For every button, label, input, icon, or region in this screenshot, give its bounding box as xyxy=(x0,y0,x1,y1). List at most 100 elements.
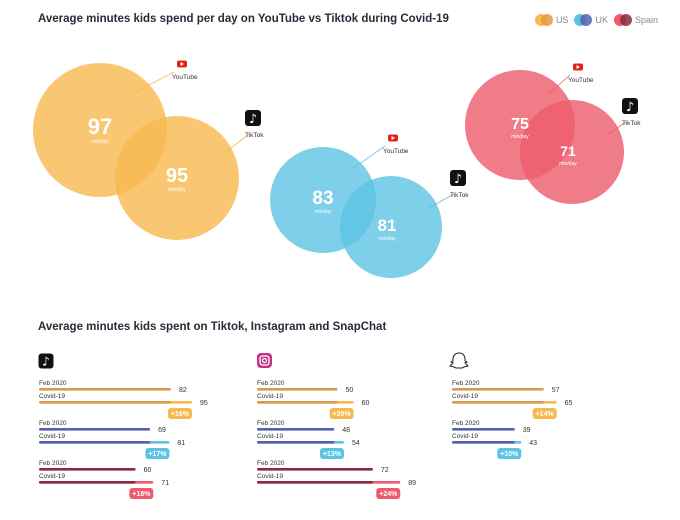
row-label: Feb 2020 xyxy=(39,460,67,467)
legend-swatch-spain xyxy=(613,14,632,26)
bar-covid-19-baseline xyxy=(257,401,338,404)
tiktok-glyph: ♪ xyxy=(454,172,462,187)
leader-line xyxy=(133,71,175,94)
row-label: Feb 2020 xyxy=(452,420,480,427)
bar-covid-19-baseline xyxy=(39,481,136,484)
legend-label: US xyxy=(555,15,569,25)
bar-feb-2020 xyxy=(452,388,544,391)
bar-covid-19-baseline xyxy=(452,401,544,404)
legend-swatch-uk xyxy=(574,14,593,26)
unit-label: min/day xyxy=(378,236,396,242)
instagram-glyph xyxy=(261,357,268,364)
value-feb-2020: 72 xyxy=(381,467,389,474)
chart-title-bars: Average minutes kids spent on Tiktok, In… xyxy=(38,321,387,333)
value-youtube: 97 xyxy=(88,114,112,139)
instagram-icon xyxy=(257,353,272,368)
change-badge xyxy=(497,448,522,459)
chart-title-venn: Average minutes kids spend per day on Yo… xyxy=(38,13,449,25)
value-feb-2020: 48 xyxy=(342,427,350,434)
venn-circle-tiktok-uk xyxy=(340,176,442,278)
bar-feb-2020 xyxy=(39,428,151,431)
change-label: +14% xyxy=(536,411,555,418)
youtube-label: YouTube xyxy=(568,77,594,84)
change-badge xyxy=(145,448,170,459)
value-covid-19: 89 xyxy=(408,480,416,487)
legend-uk: UK xyxy=(574,14,608,26)
unit-label: min/day xyxy=(314,209,332,215)
bar-feb-2020 xyxy=(257,428,335,431)
value-youtube: 75 xyxy=(511,116,529,133)
bar-feb-2020 xyxy=(39,388,172,391)
tiktok-glyph: ♪ xyxy=(626,100,634,115)
row-label: Feb 2020 xyxy=(257,460,285,467)
bar-covid-19-baseline xyxy=(452,441,515,444)
value-feb-2020: 57 xyxy=(552,387,560,394)
change-badge xyxy=(532,408,557,419)
row-label: Feb 2020 xyxy=(39,380,67,387)
legend-label: Spain xyxy=(634,15,658,25)
legend: US UK Spain xyxy=(534,14,658,26)
legend-label: UK xyxy=(595,15,608,25)
row-label: Feb 2020 xyxy=(257,420,285,427)
leader-line xyxy=(547,74,571,96)
row-label: Covid-19 xyxy=(39,433,65,440)
change-label: +17% xyxy=(148,451,167,458)
snapchat-icon xyxy=(449,352,469,369)
value-covid-19: 54 xyxy=(352,440,360,447)
bar-feb-2020 xyxy=(452,428,515,431)
tiktok-label: TikTok xyxy=(450,192,469,199)
row-label: Covid-19 xyxy=(39,473,65,480)
change-badge xyxy=(129,488,154,499)
bar-feb-2020 xyxy=(39,468,136,471)
unit-label: min/day xyxy=(559,161,577,167)
row-label: Feb 2020 xyxy=(39,420,67,427)
youtube-play-glyph xyxy=(180,62,184,66)
tiktok-icon xyxy=(450,170,466,186)
value-feb-2020: 39 xyxy=(523,427,531,434)
leader-line xyxy=(608,121,627,135)
unit-label: min/day xyxy=(511,134,529,140)
legend-swatch-us xyxy=(534,14,553,26)
value-feb-2020: 50 xyxy=(346,387,354,394)
value-tiktok: 81 xyxy=(378,216,397,235)
tiktok-icon xyxy=(245,110,261,126)
change-badge xyxy=(329,408,354,419)
value-youtube: 83 xyxy=(312,188,333,209)
change-label: +10% xyxy=(500,451,519,458)
change-label: +20% xyxy=(333,411,352,418)
value-covid-19: 71 xyxy=(161,480,169,487)
tiktok-icon xyxy=(38,353,54,369)
change-label: +13% xyxy=(323,451,342,458)
value-covid-19: 95 xyxy=(200,400,208,407)
value-covid-19: 60 xyxy=(362,400,370,407)
tiktok-label: TikTok xyxy=(622,120,641,127)
value-tiktok: 95 xyxy=(166,165,188,187)
leader-line xyxy=(349,145,386,172)
value-covid-19: 81 xyxy=(177,440,185,447)
youtube-label: YouTube xyxy=(172,74,198,81)
leader-line xyxy=(426,193,455,210)
row-label: Feb 2020 xyxy=(257,380,285,387)
row-label: Covid-19 xyxy=(257,393,283,400)
row-label: Covid-19 xyxy=(257,433,283,440)
change-label: +18% xyxy=(132,491,151,498)
row-label: Covid-19 xyxy=(452,433,478,440)
leader-line xyxy=(220,133,250,157)
change-label: +24% xyxy=(379,491,398,498)
value-feb-2020: 69 xyxy=(158,427,166,434)
change-label: +16% xyxy=(171,411,190,418)
tiktok-label: TikTok xyxy=(245,132,264,139)
venn-circle-tiktok-spain xyxy=(520,100,624,204)
value-feb-2020: 60 xyxy=(144,467,152,474)
row-label: Covid-19 xyxy=(452,393,478,400)
change-badge xyxy=(319,448,344,459)
bar-covid-19-baseline xyxy=(39,401,172,404)
youtube-label: YouTube xyxy=(383,148,409,155)
tiktok-icon xyxy=(622,98,638,114)
row-label: Feb 2020 xyxy=(452,380,480,387)
change-badge xyxy=(167,408,192,419)
value-covid-19: 43 xyxy=(529,440,537,447)
instagram-glyph xyxy=(259,355,270,366)
bar-feb-2020 xyxy=(257,388,338,391)
